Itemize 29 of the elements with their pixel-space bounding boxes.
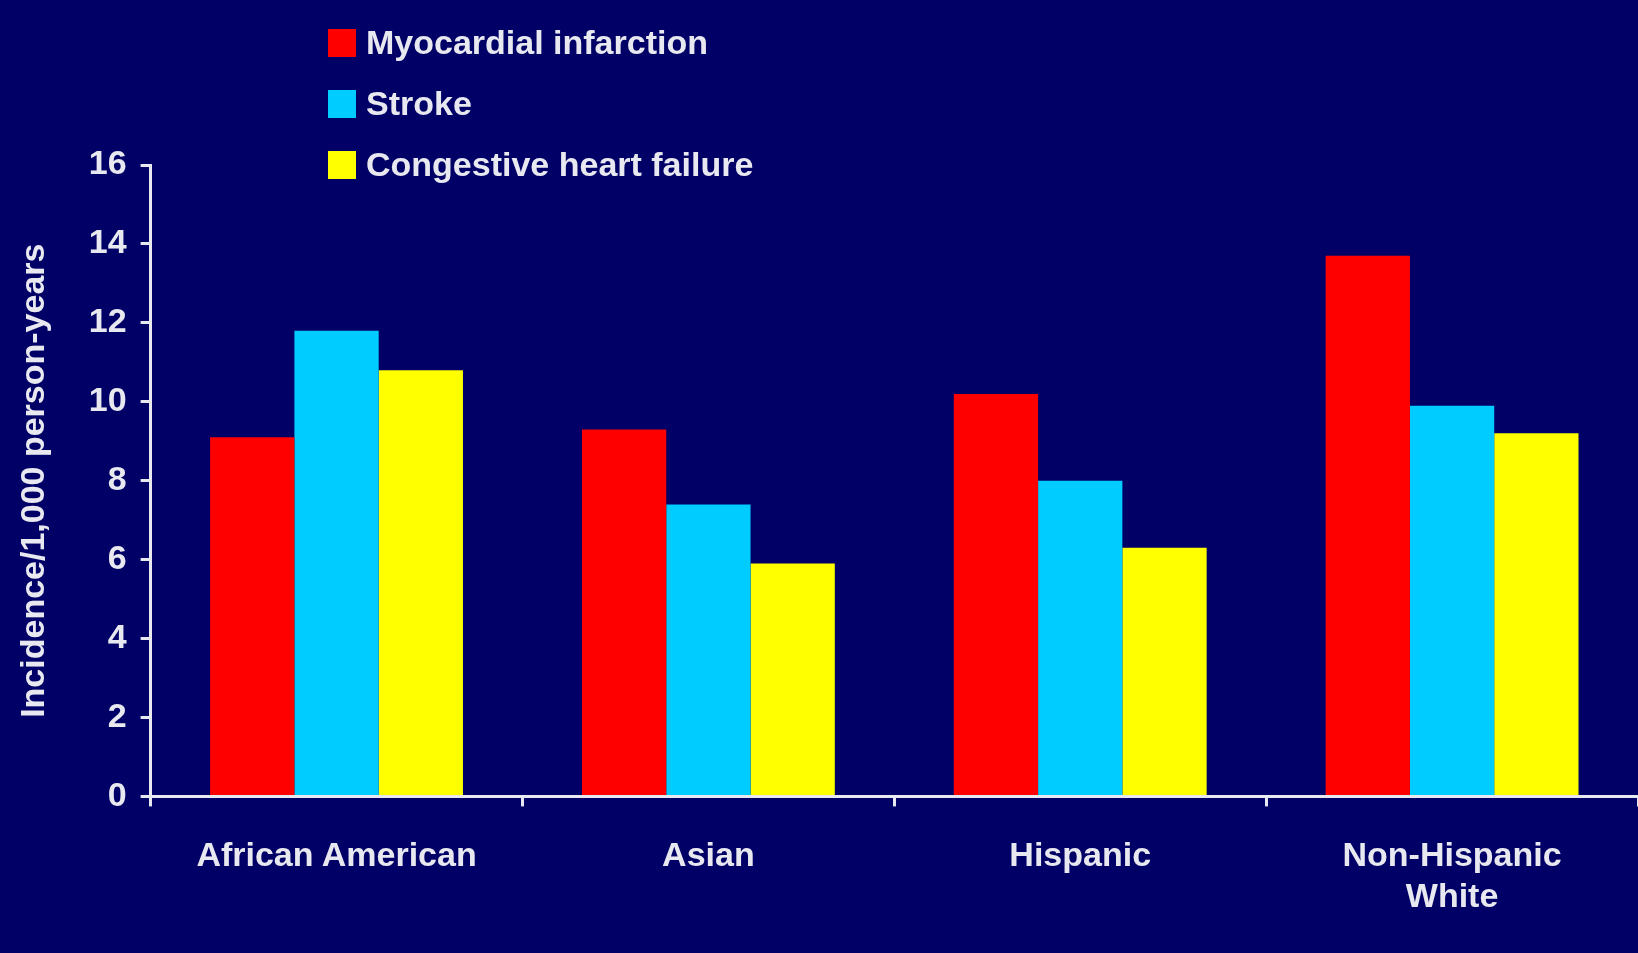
y-axis-title: Incidence/1,000 person-years: [12, 243, 51, 718]
y-tick-label: 16: [88, 143, 127, 182]
y-tick-label: 8: [107, 459, 127, 498]
bar: [210, 437, 295, 795]
bar: [1409, 405, 1495, 795]
bar: [294, 330, 379, 795]
y-tick-label: 6: [107, 538, 127, 576]
y-tick-label: 12: [88, 301, 127, 340]
x-tick-label: Non-Hispanic White: [1342, 835, 1562, 914]
bar: [378, 370, 463, 795]
bar: [1122, 547, 1207, 795]
bar: [750, 563, 835, 795]
legend-label: Myocardial infarction: [366, 23, 708, 62]
y-tick-label: 4: [107, 616, 127, 655]
bar: [1038, 480, 1123, 795]
bar: [1494, 433, 1579, 795]
x-tick-label: Hispanic: [1009, 835, 1152, 874]
bar: [581, 429, 667, 795]
bar: [1325, 255, 1410, 795]
y-tick-label: 14: [88, 222, 127, 261]
x-tick-label: Asian: [662, 835, 755, 874]
legend-label: Congestive heart failure: [366, 145, 754, 184]
y-tick-label: 0: [107, 774, 127, 813]
bar: [953, 393, 1039, 795]
y-tick-label: 10: [88, 380, 127, 419]
x-tick-label: African American: [196, 835, 477, 874]
legend-label: Stroke: [366, 84, 472, 123]
y-tick-label: 2: [107, 695, 127, 734]
bar: [666, 504, 751, 795]
